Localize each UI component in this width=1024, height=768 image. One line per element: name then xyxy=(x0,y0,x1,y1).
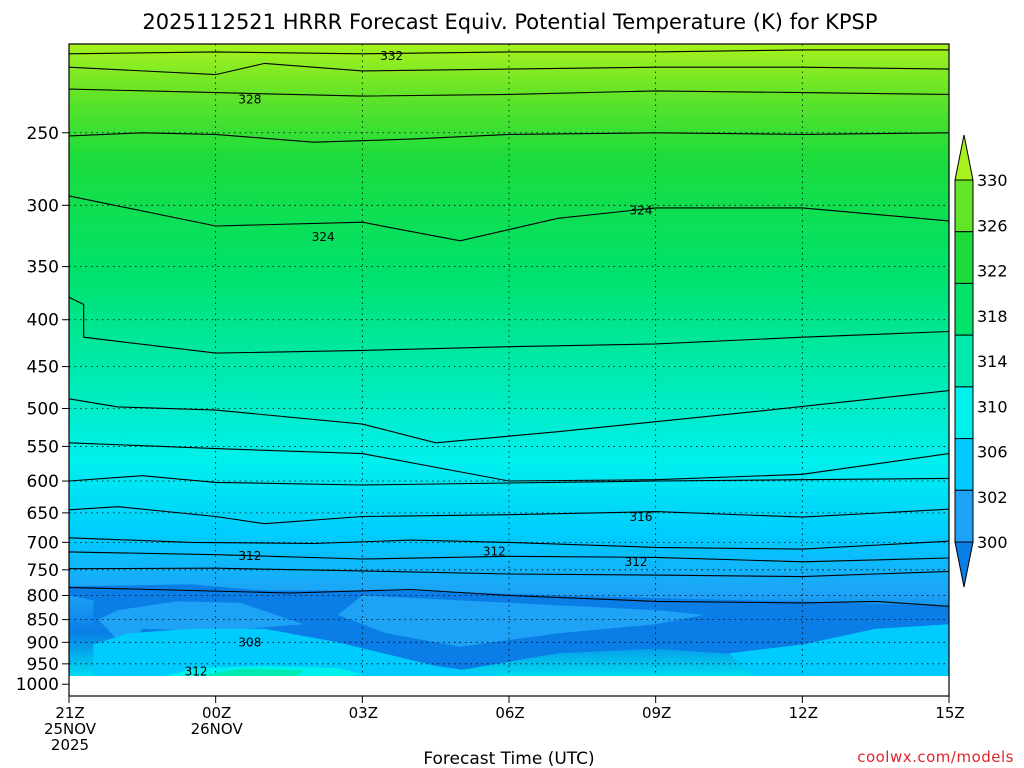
y-tick-label-950: 950 xyxy=(27,655,59,675)
contour-line-310 xyxy=(69,551,949,563)
colorbar-label-322: 322 xyxy=(977,262,1008,281)
colorbar-box-4 xyxy=(954,386,974,440)
colorbar-extend-top xyxy=(954,134,974,181)
colorbar-label-302: 302 xyxy=(977,488,1008,507)
colorbar-label-310: 310 xyxy=(977,397,1008,416)
colorbar-label-314: 314 xyxy=(977,352,1008,371)
contour-line-318 xyxy=(69,442,949,482)
colorbar-box-1 xyxy=(954,231,974,284)
y-tick-label-450: 450 xyxy=(27,358,59,378)
y-tick-label-400: 400 xyxy=(27,311,59,331)
y-tick-label-700: 700 xyxy=(27,533,59,553)
contour-label-4: 316 xyxy=(630,510,653,524)
y-tick-label-600: 600 xyxy=(27,472,59,492)
colorbar-box-5 xyxy=(954,438,974,491)
y-tick-label-500: 500 xyxy=(27,400,59,420)
colorbar: 300 302 306 310 314 318 322 326 330 xyxy=(954,134,1008,588)
plot-area: 332 328 324 324 316 312 312 312 308 312 300 xyxy=(69,44,949,696)
y-axis-ticks: 2503003504004505005506006507007508008509… xyxy=(16,124,69,695)
colorbar-label-330: 330 xyxy=(977,171,1008,190)
y-tick-label-650: 650 xyxy=(27,504,59,524)
x-tick-label-0-0: 21Z xyxy=(55,704,84,722)
contour-line-314 xyxy=(69,506,949,525)
x-tick-label-15-0: 12Z xyxy=(789,704,818,722)
contour-label-5: 312 xyxy=(238,549,261,563)
chart-title: 2025112521 HRRR Forecast Equiv. Potentia… xyxy=(142,10,877,34)
contour-label-3: 324 xyxy=(630,204,653,218)
colorbar-label-306: 306 xyxy=(977,443,1008,462)
y-tick-label-550: 550 xyxy=(27,437,59,457)
y-tick-label-850: 850 xyxy=(27,611,59,631)
colorbar-label-326: 326 xyxy=(977,216,1008,235)
source-credit: coolwx.com/models xyxy=(857,748,1014,766)
colorbar-label-300: 300 xyxy=(977,533,1008,552)
y-tick-label-300: 300 xyxy=(27,196,59,216)
contour-label-1: 328 xyxy=(238,93,261,107)
x-tick-label-12-0: 09Z xyxy=(642,704,671,722)
y-tick-label-250: 250 xyxy=(27,124,59,144)
colorbar-box-2 xyxy=(954,282,974,336)
shading-patch-2 xyxy=(337,595,705,647)
colorbar-extend-bottom xyxy=(954,541,974,588)
contour-labels: 332 328 324 324 316 312 312 312 308 312 300 xyxy=(185,49,653,692)
x-tick-label-6-0: 03Z xyxy=(349,704,378,722)
contour-line-320 xyxy=(69,390,949,444)
contour-line-332 xyxy=(69,49,949,55)
contour-line-328 xyxy=(69,88,949,97)
x-tick-label-3-0: 00Z xyxy=(202,704,231,722)
colorbar-label-318: 318 xyxy=(977,307,1008,326)
contour-line-306 xyxy=(69,586,949,607)
x-tick-label-3-1: 26NOV xyxy=(191,720,244,738)
contour-label-9: 312 xyxy=(185,664,208,678)
contour-label-6: 312 xyxy=(483,544,506,558)
contour-line-326 xyxy=(69,132,949,143)
contour-line-322 xyxy=(69,296,949,354)
shading-patch-6 xyxy=(202,668,304,676)
below-ground-terrain xyxy=(69,684,949,696)
contour-label-8: 308 xyxy=(238,635,261,649)
x-tick-label-9-0: 06Z xyxy=(495,704,524,722)
colorbar-box-0 xyxy=(954,179,974,233)
y-tick-label-900: 900 xyxy=(27,633,59,653)
colorbar-box-3 xyxy=(954,334,974,388)
y-tick-label-800: 800 xyxy=(27,586,59,606)
contour-lines xyxy=(69,49,949,607)
contour-line-308 xyxy=(69,567,949,578)
colorbar-box-6 xyxy=(954,489,974,543)
shading-patch-1 xyxy=(98,601,304,643)
y-tick-label-750: 750 xyxy=(27,561,59,581)
contour-line-324 xyxy=(69,195,949,242)
shading-patch-4 xyxy=(729,624,949,676)
contour-label-2: 324 xyxy=(312,230,335,244)
contour-label-7: 312 xyxy=(625,555,648,569)
y-tick-label-350: 350 xyxy=(27,258,59,278)
contour-line-316 xyxy=(69,475,949,486)
contour-label-10: 300 xyxy=(566,678,589,692)
y-tick-label-1000: 1000 xyxy=(16,675,59,695)
contour-label-0: 332 xyxy=(380,49,403,63)
contour-line-330 xyxy=(69,62,949,76)
x-tick-label-0-1: 25NOV xyxy=(44,720,97,738)
x-tick-label-18-0: 15Z xyxy=(935,704,964,722)
x-tick-label-0-2: 2025 xyxy=(51,736,89,754)
contour-line-312 xyxy=(69,537,949,550)
x-axis-label: Forecast Time (UTC) xyxy=(423,749,594,768)
